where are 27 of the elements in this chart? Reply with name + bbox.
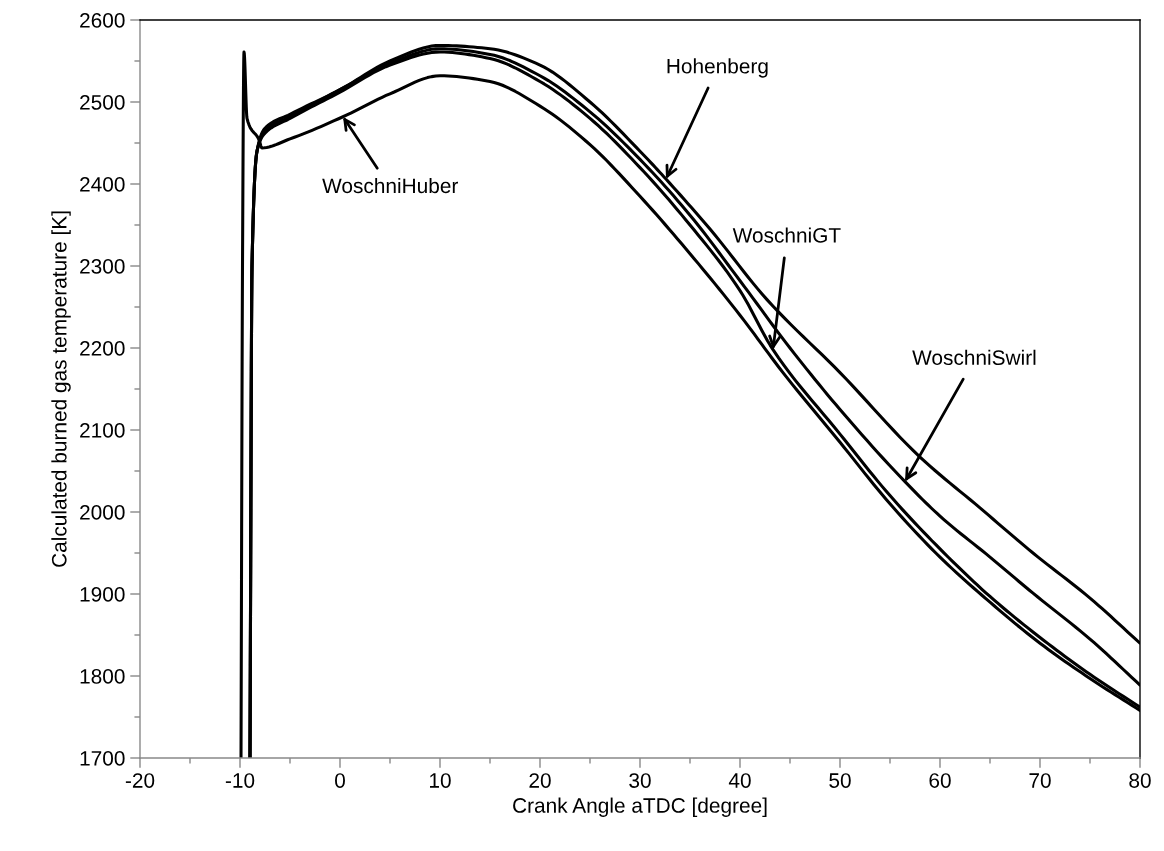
x-tick-label: 60 [929, 773, 951, 788]
annotation: WoschniGT [732, 227, 841, 243]
x-tick-label: 0 [335, 773, 345, 788]
y-tick-label: 1800 [80, 669, 125, 684]
x-tick-label: 40 [728, 773, 751, 788]
x-tick-label: 20 [529, 773, 551, 788]
y-tick-label: 2400 [80, 177, 125, 192]
y-tick-label: 1900 [80, 587, 125, 602]
x-tick-label: 10 [430, 773, 451, 788]
y-tick-label: 1700 [80, 751, 125, 766]
x-tick-label: 30 [629, 773, 651, 788]
x-tick-label: -20 [125, 773, 155, 788]
y-tick-label: 2300 [80, 259, 125, 274]
x-tick-label: 70 [1029, 773, 1051, 788]
y-tick-label: 2600 [80, 13, 125, 28]
y-tick-label: 2500 [80, 95, 125, 110]
x-tick-label: -10 [225, 773, 255, 788]
annotation: WoschniHuber [322, 177, 459, 194]
annotation: WoschniSwirl [912, 349, 1036, 366]
x-tick-label: 50 [829, 773, 851, 788]
y-tick-label: 2200 [80, 341, 125, 356]
x-axis-title: Crank Angle aTDC [degree] [513, 797, 767, 817]
x-tick-label: 80 [1129, 773, 1151, 788]
annotation: Hohenberg [667, 58, 768, 78]
y-tick-label: 2100 [80, 423, 125, 438]
y-tick-label: 2000 [80, 505, 125, 520]
y-axis-title: Calculated burned gas temperature [K] [51, 211, 71, 567]
